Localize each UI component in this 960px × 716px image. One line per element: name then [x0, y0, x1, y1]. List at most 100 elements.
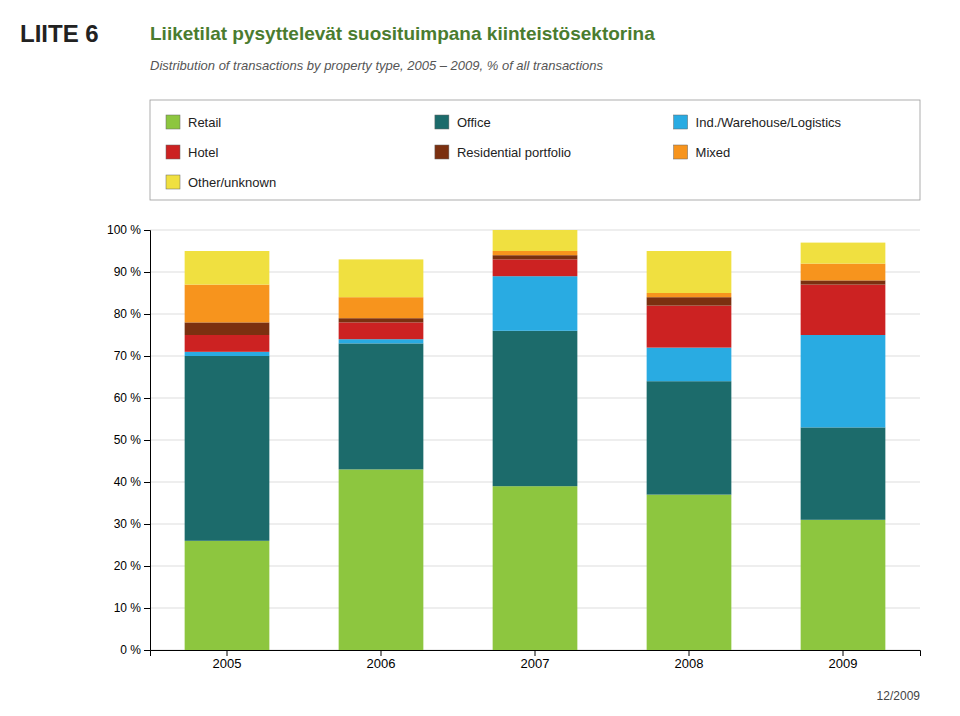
tick-label: 2007 [521, 656, 550, 671]
legend-swatch [674, 115, 688, 129]
series [185, 331, 886, 541]
bar [185, 285, 270, 323]
legend-swatch [435, 115, 449, 129]
tick-label: 70 % [114, 349, 142, 363]
tick-label: 2006 [367, 656, 396, 671]
bar [339, 469, 424, 650]
bar [647, 293, 732, 297]
tick-label: 20 % [114, 559, 142, 573]
bar [339, 339, 424, 343]
tick-label: 40 % [114, 475, 142, 489]
bar [801, 243, 886, 264]
legend-swatch [166, 115, 180, 129]
bar [493, 331, 578, 486]
bar [185, 251, 270, 285]
tick-mark [144, 230, 150, 231]
label: LIITE 6 [20, 20, 99, 47]
bar [185, 335, 270, 352]
tick: 2007 [521, 650, 550, 671]
tick-mark [227, 650, 228, 656]
bar [493, 276, 578, 331]
legend-swatch [435, 145, 449, 159]
bar [493, 259, 578, 276]
tick: 30 % [114, 517, 150, 531]
tick-label: 2005 [213, 656, 242, 671]
bar [647, 381, 732, 494]
tick-mark [144, 314, 150, 315]
tick: 2009 [829, 650, 858, 671]
series [185, 255, 886, 335]
bar [647, 251, 732, 293]
legend-swatch [166, 175, 180, 189]
tick-label: 2008 [675, 656, 704, 671]
tick: 2008 [675, 650, 704, 671]
bar [339, 259, 424, 297]
bar [185, 356, 270, 541]
tick: 20 % [114, 559, 150, 573]
grid [150, 230, 920, 650]
legend-item: Retail [166, 115, 221, 130]
axis-line [151, 651, 921, 657]
legend-item: Ind./Warehouse/Logistics [674, 115, 842, 130]
plot: 0 %10 %20 %30 %40 %50 %60 %70 %80 %90 %1… [107, 223, 921, 671]
tick: 70 % [114, 349, 150, 363]
bar [493, 230, 578, 251]
tick-mark [144, 272, 150, 273]
tick: 80 % [114, 307, 150, 321]
tick-label: 30 % [114, 517, 142, 531]
bar [339, 343, 424, 469]
axis-line [144, 231, 151, 651]
tick-label: 60 % [114, 391, 142, 405]
series [185, 251, 886, 322]
legend-label: Residential portfolio [457, 145, 571, 160]
bar [647, 297, 732, 305]
tick: 40 % [114, 475, 150, 489]
x-axis: 2005 2006 2007 2008 2009 [151, 650, 921, 671]
legend-label: Other/unknown [188, 175, 276, 190]
tick-mark [144, 398, 150, 399]
subtitle: Distribution of transactions by property… [150, 58, 604, 73]
title: Liiketilat pysyttelevät suosituimpana ki… [150, 23, 655, 44]
legend-label: Ind./Warehouse/Logistics [696, 115, 842, 130]
bar [493, 486, 578, 650]
series [185, 276, 886, 427]
bar [493, 251, 578, 255]
tick: 2006 [367, 650, 396, 671]
y-axis: 0 %10 %20 %30 %40 %50 %60 %70 %80 %90 %1… [107, 223, 151, 657]
legend-label: Office [457, 115, 491, 130]
tick-label: 50 % [114, 433, 142, 447]
bar [801, 335, 886, 427]
tick-label: 80 % [114, 307, 142, 321]
tick-mark [689, 650, 690, 656]
bar [493, 255, 578, 259]
chart: LIITE 6 Liiketilat pysyttelevät suosituim… [0, 0, 960, 716]
legend-label: Mixed [696, 145, 731, 160]
bar [801, 285, 886, 335]
legend: Retail Office Ind./Warehouse/Logistics Hote… [150, 100, 920, 200]
bar [339, 322, 424, 339]
legend-label: Retail [188, 115, 221, 130]
series [185, 230, 886, 297]
bar [185, 322, 270, 335]
tick-label: 90 % [114, 265, 142, 279]
series [185, 259, 886, 351]
tick-mark [535, 650, 536, 656]
legend-item: Hotel [166, 145, 218, 160]
tick-label: 0 % [120, 643, 141, 657]
tick-label: 10 % [114, 601, 142, 615]
legend-item: Office [435, 115, 491, 130]
tick-label: 2009 [829, 656, 858, 671]
tick: 90 % [114, 265, 150, 279]
legend-item: Mixed [674, 145, 731, 160]
bar [801, 280, 886, 284]
tick-mark [144, 440, 150, 441]
bar [339, 297, 424, 318]
tick-mark [144, 524, 150, 525]
bar [647, 306, 732, 348]
tick-mark [144, 608, 150, 609]
tick: 60 % [114, 391, 150, 405]
legend-label: Hotel [188, 145, 218, 160]
tick-mark [144, 356, 150, 357]
bar [185, 541, 270, 650]
tick-mark [144, 482, 150, 483]
